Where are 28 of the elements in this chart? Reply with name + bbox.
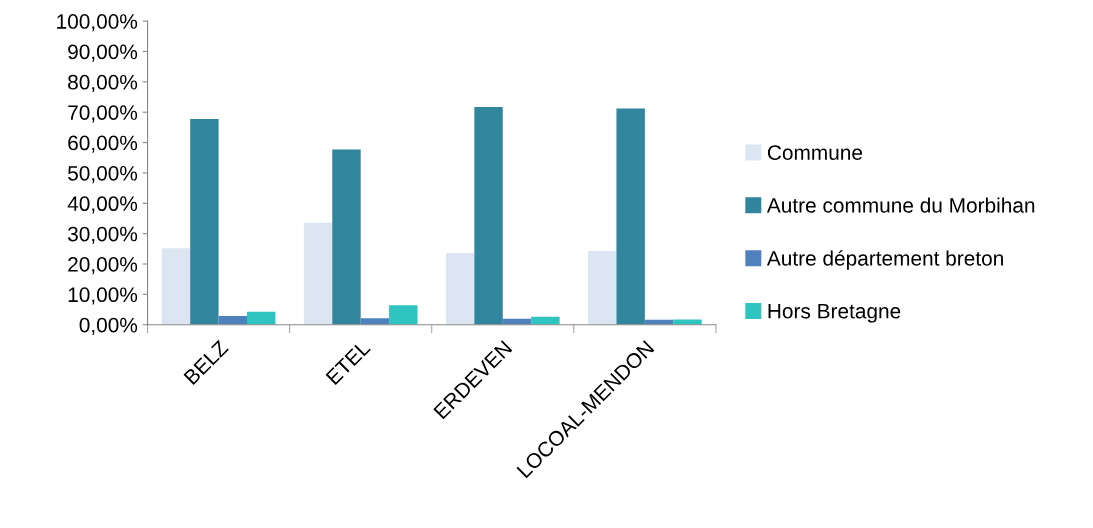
legend-label: Hors Bretagne: [768, 303, 901, 323]
y-tick-label: 70,00%: [68, 105, 138, 123]
y-tick-label: 60,00%: [68, 135, 138, 153]
legend-label: Commune: [767, 145, 863, 160]
y-tick-label: 100,00%: [57, 14, 138, 32]
y-tick-label: 40,00%: [67, 196, 138, 214]
bar: [247, 311, 276, 325]
bar: [360, 318, 390, 325]
bar: [474, 107, 503, 325]
y-tick-label: 0,00%: [79, 317, 138, 335]
bar: [588, 250, 617, 325]
y-tick-label: 50,00%: [68, 165, 138, 184]
bar: [389, 305, 418, 325]
y-tick-label: 30,00%: [67, 226, 138, 244]
bar: [445, 253, 475, 325]
bar: [332, 149, 361, 325]
bar: [616, 108, 645, 325]
y-tick-label: 80,00%: [68, 74, 138, 93]
y-tick-label: 90,00%: [68, 44, 138, 62]
legend-label: Autre département breton: [766, 250, 1003, 270]
bar: [218, 315, 248, 325]
bar: [303, 222, 333, 325]
bar: [190, 118, 219, 325]
y-tick-label: 10,00%: [68, 287, 138, 305]
bar: [161, 248, 191, 325]
legend-label: Autre commune du Morbihan: [766, 197, 1035, 213]
y-tick-label: 20,00%: [68, 257, 138, 275]
bar: [531, 316, 560, 325]
